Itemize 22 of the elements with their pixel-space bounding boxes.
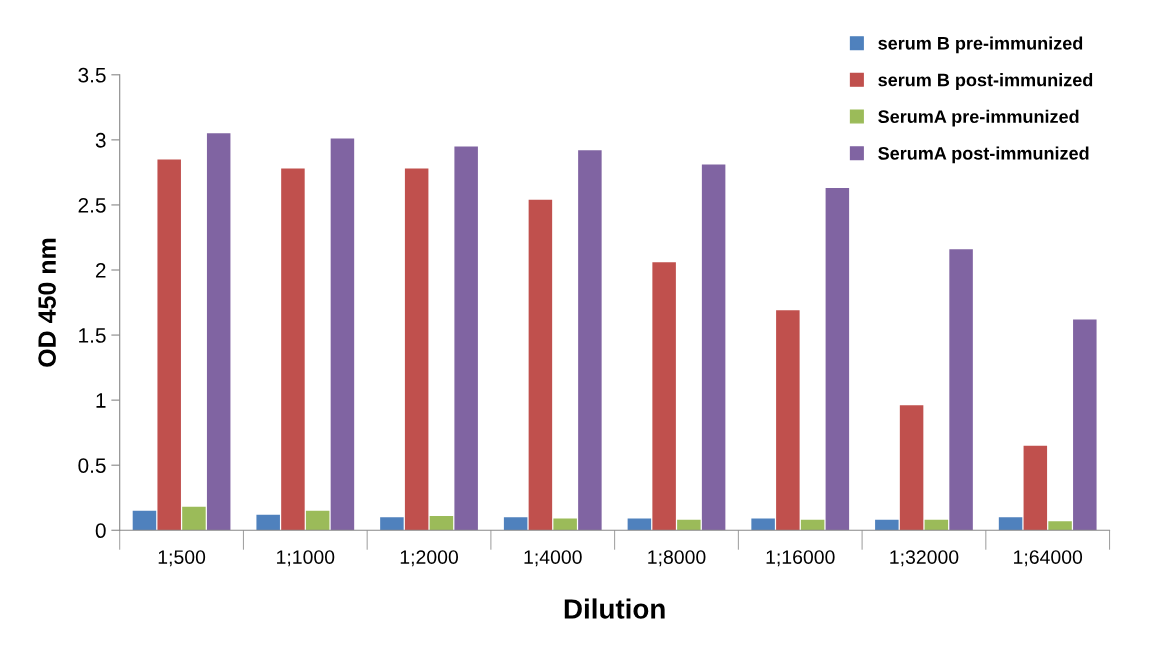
x-tick-label: 1;500: [158, 550, 206, 567]
y-tick-label: 2.5: [78, 197, 106, 213]
x-tick-label: 1;4000: [524, 550, 582, 567]
y-tick-label: 0.5: [78, 458, 106, 473]
legend-label: SerumA post-immunized: [878, 146, 1089, 164]
x-tick-label: 1;32000: [890, 550, 959, 567]
x-tick-label: 1;64000: [1014, 550, 1083, 567]
y-tick-label: 1.5: [79, 328, 106, 343]
y-tick-label: 3.5: [78, 67, 106, 83]
x-tick-label: 1;8000: [648, 550, 706, 567]
y-axis-title: OD 450 nm: [38, 238, 56, 367]
legend-label: serum B pre-immunized: [878, 36, 1083, 54]
x-tick-label: 1;16000: [766, 550, 835, 567]
x-tick-label: 1;1000: [277, 550, 335, 567]
y-tick-label: 1: [96, 393, 106, 408]
y-tick-label: 0: [95, 523, 106, 539]
x-axis-title: Dilution: [564, 598, 665, 619]
legend-label: SerumA pre-immunized: [878, 109, 1079, 127]
y-tick-label: 2: [95, 263, 106, 278]
y-tick-label: 3: [95, 132, 106, 148]
x-tick-label: 1;2000: [400, 550, 459, 567]
legend-label: serum B post-immunized: [878, 73, 1093, 90]
